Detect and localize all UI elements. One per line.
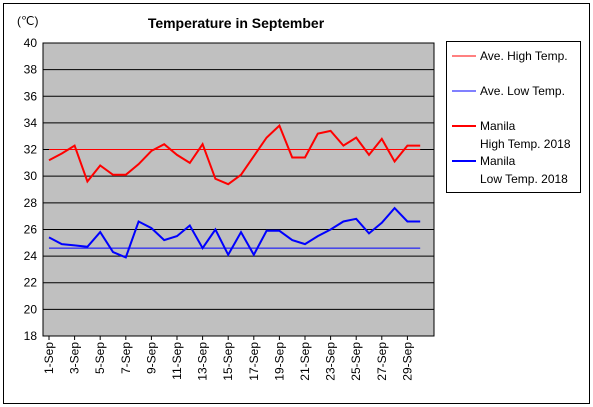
x-tick-label: 5-Sep [93, 342, 107, 374]
y-tick-label: 32 [24, 143, 38, 157]
x-tick-label: 21-Sep [298, 342, 312, 381]
x-tick-label: 9-Sep [144, 342, 158, 374]
legend-box [446, 41, 581, 193]
y-tick-label: 24 [24, 249, 38, 263]
y-tick-label: 30 [24, 169, 38, 183]
y-tick-label: 36 [24, 89, 38, 103]
y-axis-ticks: 18 20 22 24 26 28 30 32 34 36 38 40 [24, 36, 38, 343]
x-tick-label: 25-Sep [349, 342, 363, 381]
legend-label: Ave. High Temp. [480, 49, 568, 63]
y-axis-unit: (℃) [17, 14, 38, 28]
y-tick-label: 18 [24, 329, 38, 343]
x-tick-label: 15-Sep [221, 342, 235, 381]
y-tick-label: 34 [24, 116, 38, 130]
x-tick-label: 27-Sep [375, 342, 389, 381]
series-lines [48, 123, 421, 259]
x-axis-ticks: 1-Sep 3-Sep 5-Sep 7-Sep 9-Sep 11-Sep 13-Sep 15-… [42, 336, 414, 381]
plot-area [42, 42, 435, 337]
legend-label: Manila High Temp. 2018 [480, 119, 571, 151]
chart-title: Temperature in September [148, 15, 325, 31]
y-tick-label: 20 [24, 302, 38, 316]
x-tick-label: 17-Sep [247, 342, 261, 381]
x-tick-label: 23-Sep [324, 342, 338, 381]
x-tick-label: 19-Sep [272, 342, 286, 381]
x-tick-label: 1-Sep [42, 342, 56, 374]
x-tick-label: 29-Sep [400, 342, 414, 381]
x-tick-label: 13-Sep [196, 342, 210, 381]
x-tick-label: 7-Sep [119, 342, 133, 374]
y-tick-label: 22 [24, 276, 38, 290]
legend-label: Ave. Low Temp. [480, 84, 565, 98]
y-tick-label: 28 [24, 196, 38, 210]
manila-low-2018-line [48, 206, 421, 259]
legend-label: Manila Low Temp. 2018 [480, 154, 568, 186]
y-tick-label: 38 [24, 63, 38, 77]
legend: Ave. High Temp. Ave. Low Temp. Manila High … [452, 49, 571, 186]
x-tick-label: 11-Sep [170, 342, 184, 380]
manila-high-2018-line [48, 123, 421, 186]
y-tick-label: 40 [24, 36, 38, 50]
x-tick-label: 3-Sep [68, 342, 82, 374]
y-tick-label: 26 [24, 222, 38, 236]
